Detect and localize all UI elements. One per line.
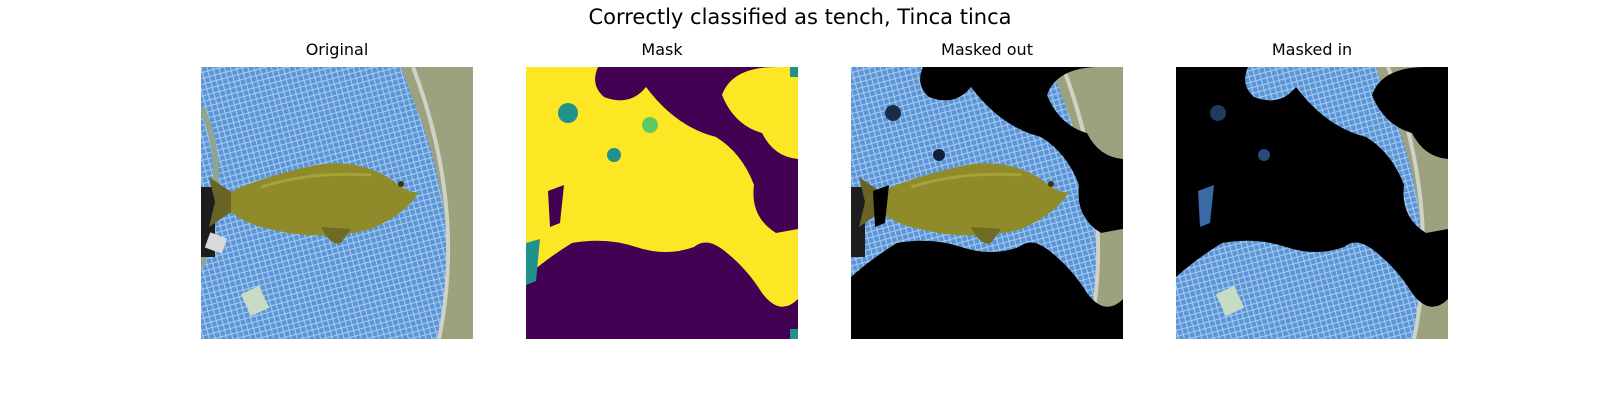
panel-title-masked-in: Masked in (1271, 40, 1353, 59)
panel-masked-out: Masked out (851, 40, 1123, 339)
original-image (201, 67, 473, 339)
panel-masked-in: Masked in (1176, 40, 1448, 339)
panel-original: Original (201, 40, 473, 339)
panel-mask: Mask (526, 40, 798, 339)
masked-out-image (851, 67, 1123, 339)
panel-title-masked-out: Masked out (941, 40, 1033, 59)
panel-title-mask: Mask (641, 40, 683, 59)
mask-image (526, 67, 798, 339)
masked-in-image (1176, 67, 1448, 339)
panel-title-original: Original (305, 40, 369, 59)
figure-title: Correctly classified as tench, Tinca tin… (588, 5, 1012, 29)
